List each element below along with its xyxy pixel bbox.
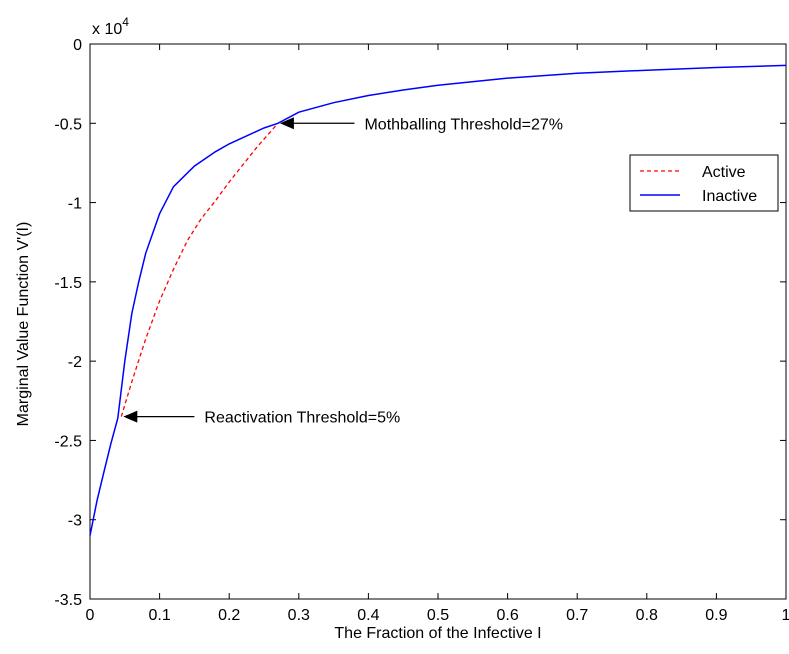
x-axis: 0 0.1 0.2 0.3 0.4 0.5 0.6 0.7 0.8 0.9 1 bbox=[86, 44, 789, 624]
legend-label-inactive: Inactive bbox=[702, 188, 757, 205]
legend: Active Inactive bbox=[629, 154, 779, 212]
x-tick-label: 0.8 bbox=[636, 607, 658, 624]
y-tick-label: -3 bbox=[68, 513, 82, 530]
y-tick-label: -1 bbox=[68, 196, 82, 213]
legend-label-active: Active bbox=[702, 164, 746, 181]
x-tick-label: 0.6 bbox=[496, 607, 518, 624]
x-axis-title: The Fraction of the Infective I bbox=[334, 625, 541, 642]
y-tick-label: -2 bbox=[68, 354, 82, 371]
x-tick-label: 0 bbox=[86, 607, 95, 624]
series-line-inactive bbox=[89, 64, 787, 536]
annotation-label: Reactivation Threshold=5% bbox=[204, 410, 400, 427]
series-layer bbox=[89, 64, 787, 536]
y-tick-label: -3.5 bbox=[54, 592, 82, 609]
x-tick-label: 0.9 bbox=[705, 607, 727, 624]
y-tick-label: -1.5 bbox=[54, 275, 82, 292]
series-line-active bbox=[120, 122, 279, 417]
y-axis: 0 -0.5 -1 -1.5 -2 -2.5 -3 -3.5 bbox=[54, 37, 786, 609]
x-tick-label: 0.3 bbox=[288, 607, 310, 624]
x-tick-label: 0.5 bbox=[427, 607, 449, 624]
x-tick-label: 0.4 bbox=[357, 607, 379, 624]
x-tick-label: 0.2 bbox=[218, 607, 240, 624]
x-tick-label: 0.7 bbox=[566, 607, 588, 624]
x-tick-label: 1 bbox=[782, 607, 789, 624]
y-exponent-label: x 104 bbox=[92, 15, 129, 38]
x-tick-label: 0.1 bbox=[148, 607, 170, 624]
y-tick-label: 0 bbox=[73, 37, 82, 54]
annotation-arrowhead bbox=[123, 410, 138, 423]
annotation-arrowhead bbox=[279, 117, 294, 130]
y-tick-label: -0.5 bbox=[54, 116, 82, 133]
annotation-label: Mothballing Threshold=27% bbox=[364, 116, 562, 133]
y-axis-title: Marginal Value Function V'(I) bbox=[15, 222, 32, 427]
y-tick-label: -2.5 bbox=[54, 433, 82, 450]
annotations: Mothballing Threshold=27% Reactivation Th… bbox=[123, 116, 563, 427]
legend-box bbox=[629, 154, 779, 212]
